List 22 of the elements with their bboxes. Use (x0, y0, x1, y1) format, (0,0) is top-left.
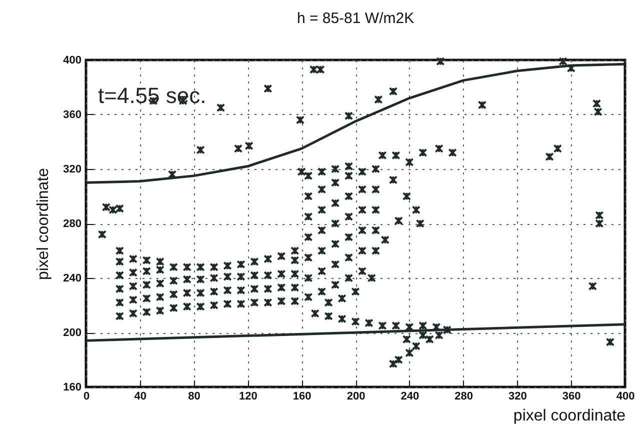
y-tick-label: 400 (63, 54, 82, 66)
y-tick-label: 280 (63, 218, 82, 230)
x-tick-label: 320 (508, 390, 527, 402)
y-tick-label: 200 (63, 327, 82, 339)
chart-title: h = 85-81 W/m2K (296, 10, 414, 27)
x-tick-label: 280 (454, 390, 473, 402)
x-tick-label: 200 (346, 390, 366, 402)
x-axis-title: pixel coordinate (513, 408, 626, 424)
x-tick-label: 120 (239, 390, 258, 402)
y-tick-label: 240 (63, 272, 82, 284)
x-tick-label: 360 (562, 390, 581, 402)
x-tick-label: 400 (616, 390, 635, 402)
y-tick-label: 160 (63, 382, 82, 394)
x-tick-label: 80 (188, 390, 200, 402)
x-tick-label: 160 (292, 390, 312, 402)
y-tick-label: 320 (63, 164, 82, 176)
y-axis-title: pixel coordinate (35, 168, 52, 280)
x-tick-label: 0 (83, 390, 90, 402)
x-tick-label: 240 (400, 390, 420, 402)
x-tick-label: 40 (134, 390, 147, 402)
annotation: t=4.55 sec. (98, 83, 206, 108)
y-tick-label: 360 (63, 109, 82, 121)
